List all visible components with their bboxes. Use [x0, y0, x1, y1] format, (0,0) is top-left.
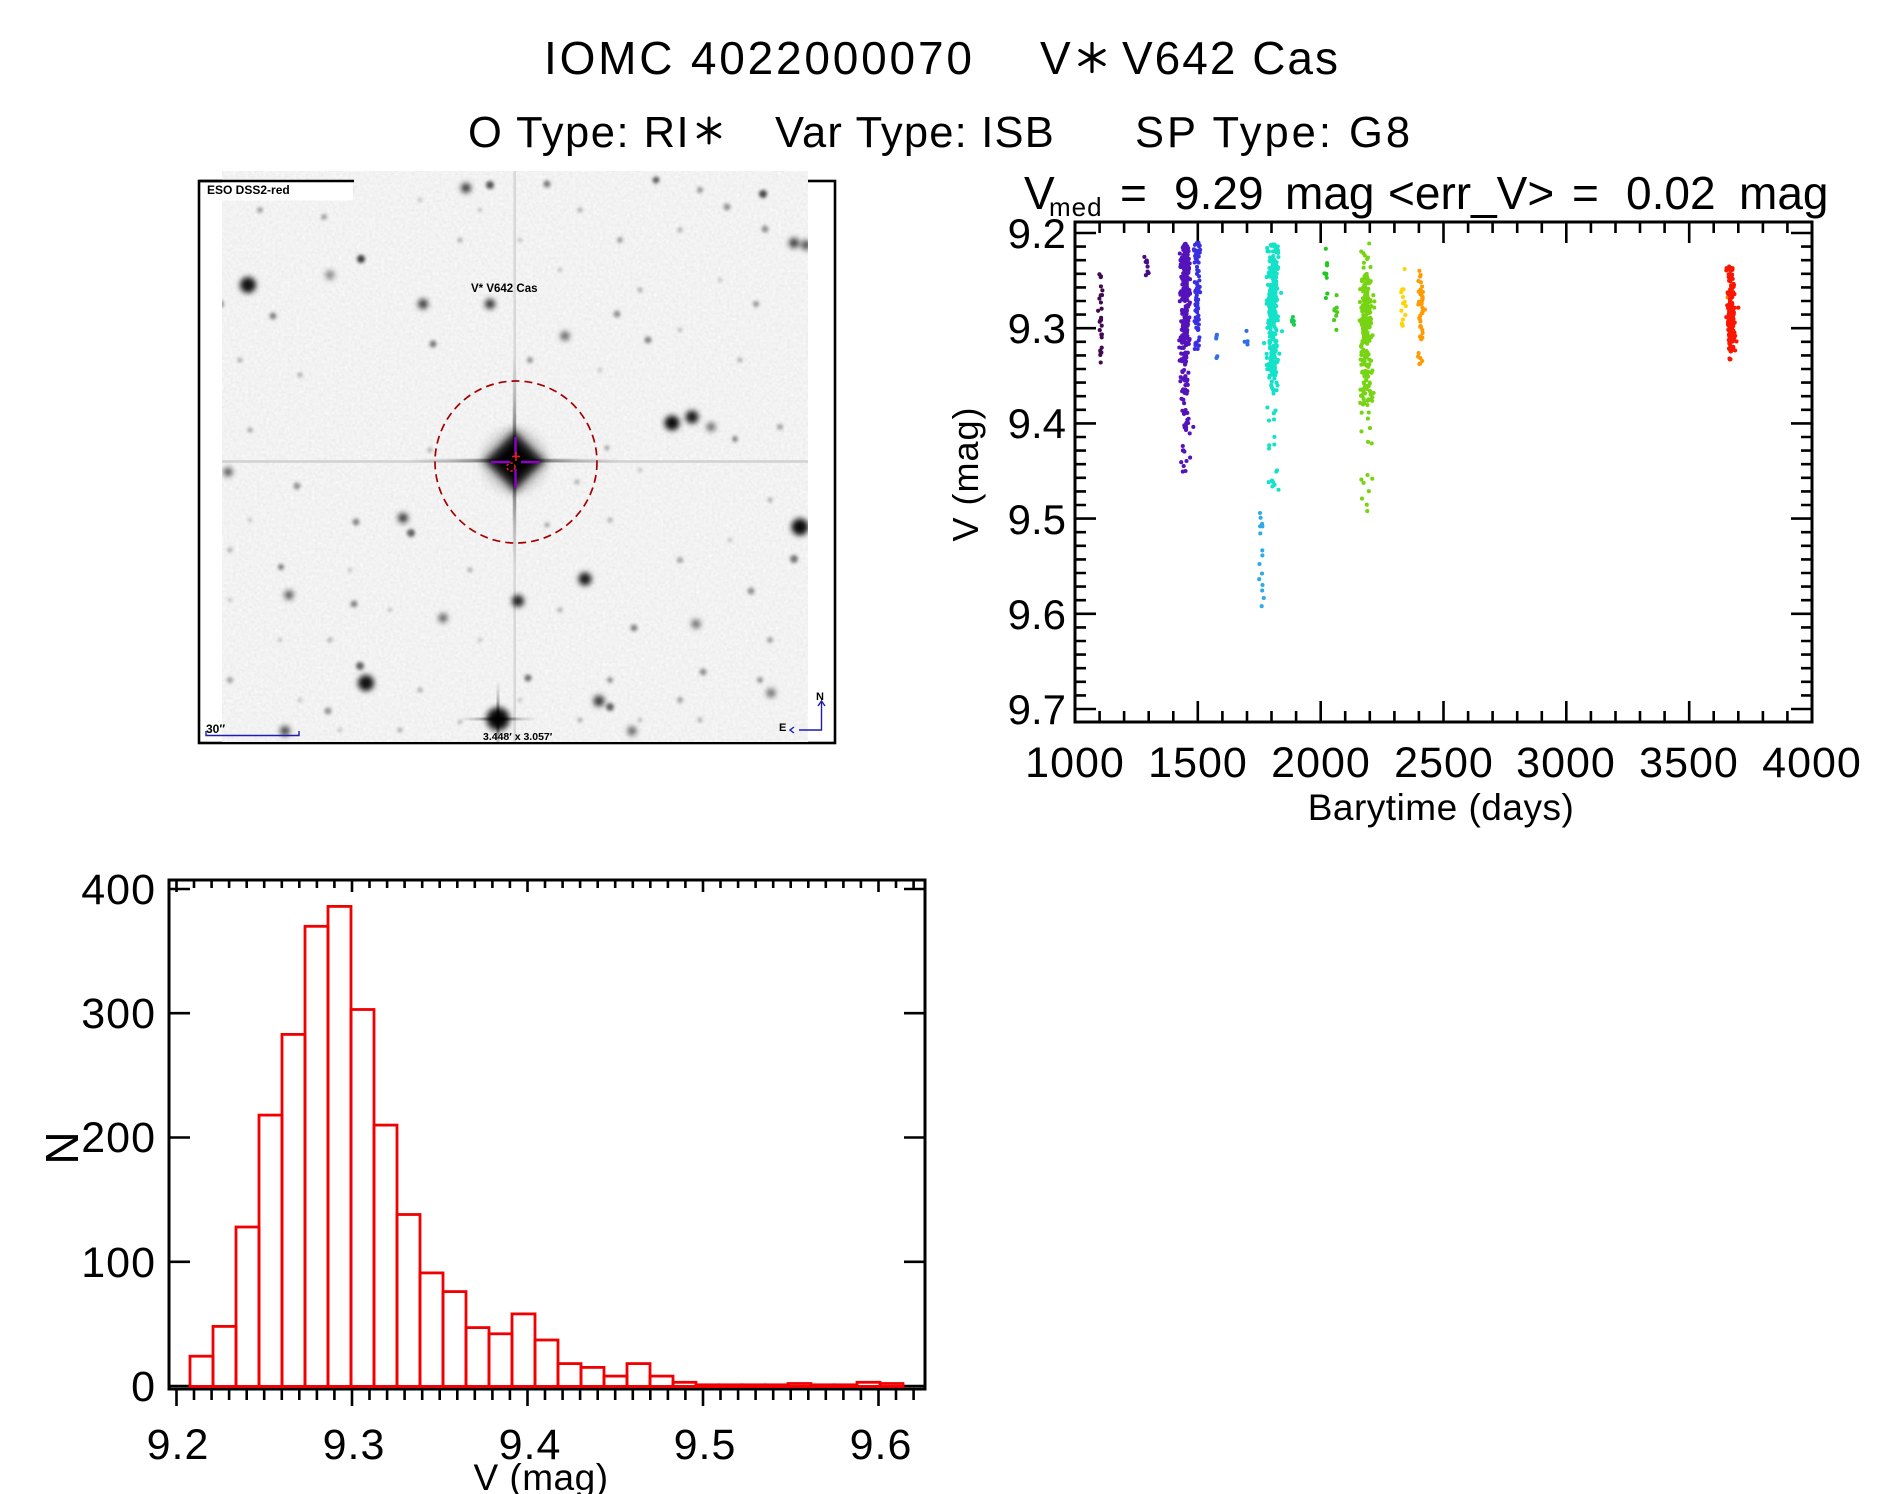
svg-text:3500: 3500 — [1639, 739, 1739, 787]
svg-text:0.02: 0.02 — [1626, 167, 1716, 219]
svg-text:200: 200 — [81, 1114, 156, 1162]
svg-text:9.7: 9.7 — [1008, 686, 1066, 733]
svg-text:mag: mag — [1739, 167, 1828, 219]
svg-text:=: = — [1120, 167, 1147, 219]
svg-text:N: N — [36, 1131, 88, 1164]
svg-text:3.448′ x 3.057′: 3.448′ x 3.057′ — [483, 731, 553, 743]
svg-text:9.4: 9.4 — [499, 1421, 562, 1469]
svg-text:V: V — [1024, 167, 1055, 219]
svg-text:V: V — [1040, 32, 1071, 84]
svg-text:100: 100 — [81, 1239, 156, 1287]
svg-text:V (mag): V (mag) — [473, 1457, 608, 1494]
svg-text:2500: 2500 — [1394, 739, 1494, 787]
svg-text:9.6: 9.6 — [1008, 591, 1066, 638]
svg-text:Barytime (days): Barytime (days) — [1308, 787, 1575, 828]
svg-text:V642 Cas: V642 Cas — [1122, 32, 1340, 84]
svg-text:V (mag): V (mag) — [945, 406, 986, 541]
svg-text:SP Type: G8: SP Type: G8 — [1135, 109, 1413, 157]
svg-text:9.3: 9.3 — [323, 1421, 386, 1469]
svg-text:mag: mag — [1285, 167, 1374, 219]
svg-text:O Type: RI: O Type: RI — [468, 109, 690, 157]
svg-text:Var Type: ISB: Var Type: ISB — [775, 109, 1055, 157]
svg-text:9.5: 9.5 — [674, 1421, 737, 1469]
svg-text:9.29: 9.29 — [1174, 167, 1264, 219]
svg-text:9.2: 9.2 — [147, 1421, 210, 1469]
svg-text:9.5: 9.5 — [1008, 496, 1066, 543]
svg-text:1500: 1500 — [1148, 739, 1248, 787]
svg-text:0: 0 — [131, 1363, 156, 1411]
svg-text:=: = — [1572, 167, 1599, 219]
svg-text:med: med — [1049, 192, 1103, 222]
svg-text:N: N — [816, 691, 824, 703]
svg-text:ESO DSS2-red: ESO DSS2-red — [207, 183, 290, 197]
svg-text:9.6: 9.6 — [850, 1421, 913, 1469]
svg-text:400: 400 — [81, 866, 156, 914]
svg-text:E: E — [779, 722, 786, 734]
svg-text:1000: 1000 — [1025, 739, 1125, 787]
svg-text:9.4: 9.4 — [1008, 400, 1066, 447]
svg-text:3000: 3000 — [1516, 739, 1616, 787]
svg-text:IOMC 4022000070: IOMC 4022000070 — [544, 32, 975, 84]
svg-text:4000: 4000 — [1762, 739, 1862, 787]
svg-text:30″: 30″ — [206, 722, 225, 736]
svg-text:9.3: 9.3 — [1008, 305, 1066, 352]
svg-text:<err_V>: <err_V> — [1388, 167, 1554, 219]
svg-text:300: 300 — [81, 990, 156, 1038]
svg-text:V* V642 Cas: V* V642 Cas — [471, 283, 538, 295]
svg-text:9.2: 9.2 — [1008, 210, 1066, 257]
svg-text:2000: 2000 — [1271, 739, 1371, 787]
